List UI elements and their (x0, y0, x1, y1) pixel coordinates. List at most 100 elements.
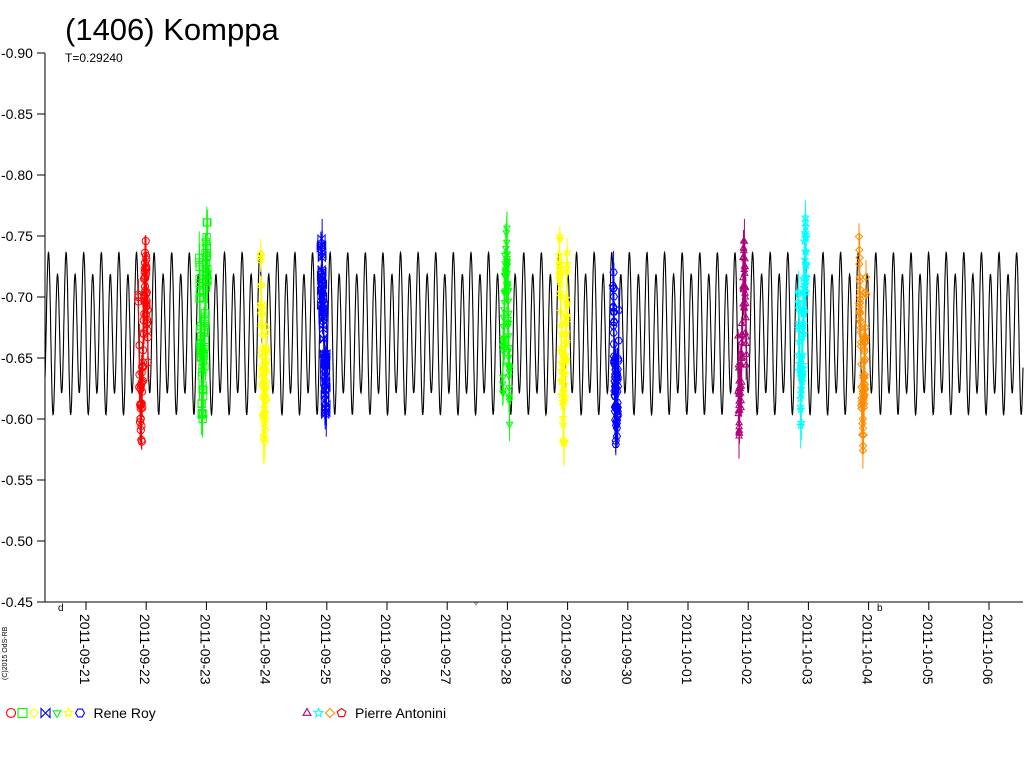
x-tick-label: 2011-09-22 (137, 614, 153, 685)
data-point (318, 250, 327, 261)
data-point (861, 290, 871, 299)
data-point (861, 288, 870, 298)
data-point (860, 385, 870, 394)
data-point (134, 290, 143, 299)
y-tick-label: -0.80 (1, 167, 33, 183)
data-point (556, 266, 566, 276)
series-rene-roy-2 (195, 206, 212, 438)
x-tick-label: 2011-10-01 (679, 614, 695, 685)
data-point (141, 236, 150, 246)
data-point (257, 308, 266, 318)
chart-subtitle: T=0.29240 (65, 51, 123, 65)
data-point (737, 381, 746, 389)
data-point (855, 272, 865, 282)
data-point (860, 323, 870, 332)
data-point (259, 378, 269, 388)
x-tick-label: 2011-09-26 (378, 614, 394, 685)
data-point (499, 390, 508, 398)
data-point (739, 246, 748, 254)
legend-marker (302, 707, 312, 716)
data-point (504, 316, 513, 324)
data-point (799, 280, 810, 290)
data-point (614, 306, 623, 314)
y-tick-label: -0.50 (1, 533, 33, 549)
data-point (317, 252, 326, 263)
data-point (861, 272, 871, 282)
data-point (316, 243, 325, 254)
data-point (259, 432, 268, 442)
data-point (609, 285, 618, 293)
data-point (319, 307, 328, 317)
legend: Rene Roy Pierre Antonini (5, 705, 446, 721)
chart-title: (1406) Komppa (65, 12, 279, 47)
data-point (858, 446, 868, 455)
data-point (321, 409, 330, 420)
data-point (800, 233, 811, 243)
data-point (261, 396, 271, 406)
copyright-credit: (C)2015 OdS-RB (2, 626, 9, 680)
legend-marker (52, 710, 62, 719)
data-point (499, 374, 507, 382)
data-point (611, 366, 620, 374)
data-point (737, 337, 746, 345)
data-point (260, 437, 270, 447)
data-point (734, 363, 743, 371)
data-point (854, 245, 864, 255)
data-point (317, 233, 326, 244)
data-point (500, 346, 509, 354)
data-point (612, 432, 622, 440)
data-point (608, 304, 618, 312)
x-tick-label: 2011-09-28 (498, 614, 514, 685)
axis-mark: b (877, 603, 883, 614)
data-point (857, 399, 867, 408)
data-point (199, 392, 208, 401)
data-point (258, 330, 267, 340)
data-point (142, 302, 151, 311)
data-point (505, 421, 514, 429)
x-tick-label: 2011-10-06 (980, 614, 996, 685)
data-point (198, 356, 207, 365)
data-point (793, 303, 803, 313)
data-point (502, 230, 511, 238)
data-point (611, 440, 620, 448)
y-tick-label: -0.90 (1, 45, 33, 61)
x-tick-label: 2011-09-21 (77, 614, 93, 685)
data-point (741, 288, 750, 296)
data-point (558, 369, 568, 379)
data-point (614, 337, 623, 345)
series-rene-roy-7 (608, 250, 623, 456)
legend-entry-rene-roy: Rene Roy (5, 705, 156, 721)
data-point (855, 298, 865, 308)
legend-marker (5, 707, 17, 719)
data-point (742, 360, 751, 368)
x-tick-label: 2011-09-27 (438, 614, 454, 685)
model-curve-layer (44, 250, 1024, 417)
data-point (609, 293, 619, 301)
x-tick-label: 2011-10-04 (860, 614, 876, 685)
data-point (561, 336, 572, 346)
data-point (195, 294, 204, 303)
data-point (198, 414, 207, 424)
data-point (610, 407, 620, 415)
data-point (196, 324, 205, 333)
data-point (317, 264, 326, 275)
y-tick-label: -0.65 (1, 350, 33, 366)
data-point (860, 337, 870, 346)
data-point (200, 322, 209, 331)
x-tick-label: 2011-10-05 (920, 614, 936, 685)
legend-marker (40, 707, 51, 719)
data-point (142, 263, 151, 272)
legend-label: Rene Roy (94, 705, 156, 721)
data-point (608, 282, 618, 290)
legend-label: Pierre Antonini (355, 705, 446, 721)
data-point (143, 326, 152, 335)
data-point (502, 225, 511, 233)
data-point (198, 368, 207, 377)
data-point (737, 330, 746, 337)
data-point (800, 217, 811, 226)
axes: -0.90 -0.85 -0.80 -0.75 -0.70 -0.65 -0.60 -0.55… (1, 45, 1023, 685)
data-point (613, 403, 622, 411)
x-tick-label: 2011-09-24 (258, 614, 274, 685)
y-tick-label: -0.85 (1, 106, 33, 122)
data-point (561, 338, 571, 348)
